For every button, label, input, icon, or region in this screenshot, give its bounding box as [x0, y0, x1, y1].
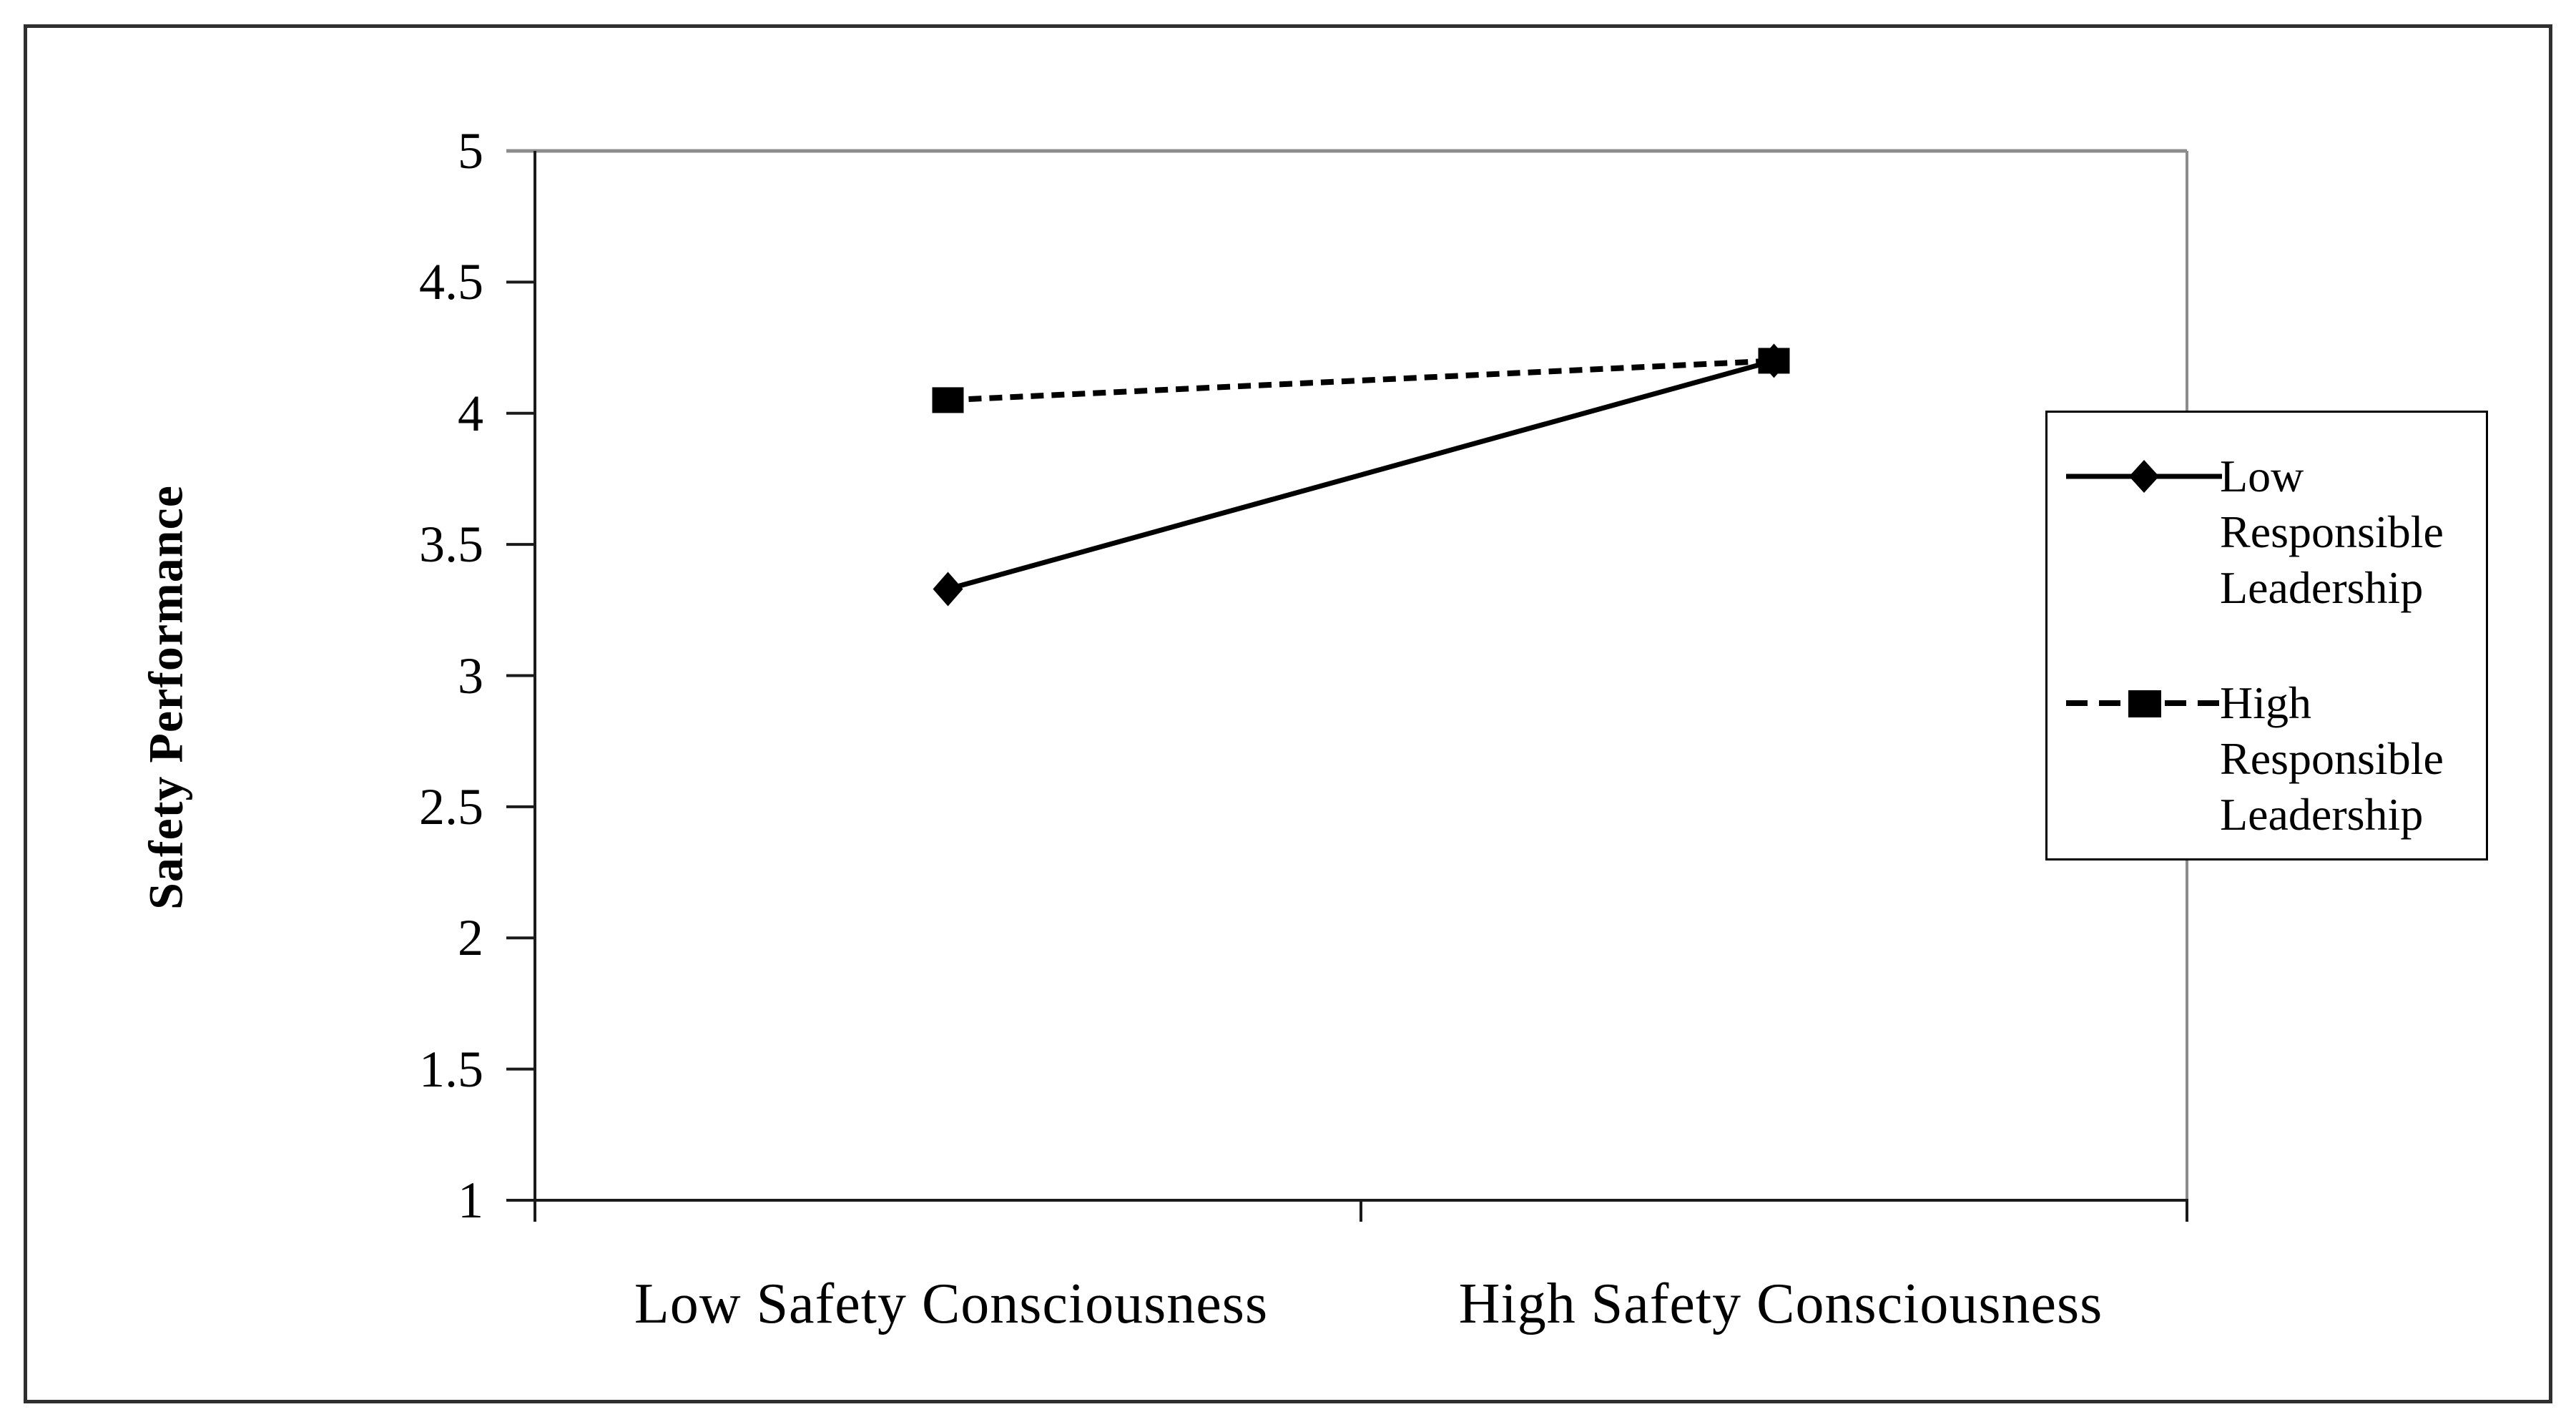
x-category-label-high: High Safety Consciousness: [1458, 1272, 2103, 1335]
y-tick-label: 1: [458, 1172, 483, 1229]
x-category-label-low: Low Safety Consciousness: [634, 1272, 1269, 1335]
y-tick-label: 4: [458, 384, 483, 442]
y-tick-label: 2: [458, 909, 483, 967]
legend-dashed-square-sample: [2066, 690, 2222, 717]
y-axis-title: Safety Performance: [138, 485, 193, 910]
y-tick-label: 3: [458, 647, 483, 705]
legend-square-icon: [2128, 690, 2161, 717]
square-marker: [932, 387, 964, 413]
y-tick-label: 2.5: [419, 778, 483, 835]
legend-label-high-responsible-leadership: High Responsible Leadership: [2220, 677, 2444, 840]
legend-diamond-icon: [2129, 460, 2159, 493]
y-tick-label: 5: [458, 122, 483, 180]
figure-outer-border: [24, 24, 2552, 1403]
series-line-dashed: [948, 358, 1774, 403]
legend-label-low-responsible-leadership: Low Responsible Leadership: [2220, 451, 2444, 613]
diamond-marker: [933, 572, 963, 607]
square-marker: [1758, 348, 1790, 374]
y-tick-label: 1.5: [419, 1040, 483, 1098]
legend-solid-diamond-sample: [2066, 460, 2222, 493]
y-tick-label: 4.5: [419, 253, 483, 311]
series-line-solid: [947, 358, 1775, 592]
y-tick-label: 3.5: [419, 516, 483, 574]
legend: Low Responsible Leadership High Responsi…: [2045, 411, 2488, 860]
